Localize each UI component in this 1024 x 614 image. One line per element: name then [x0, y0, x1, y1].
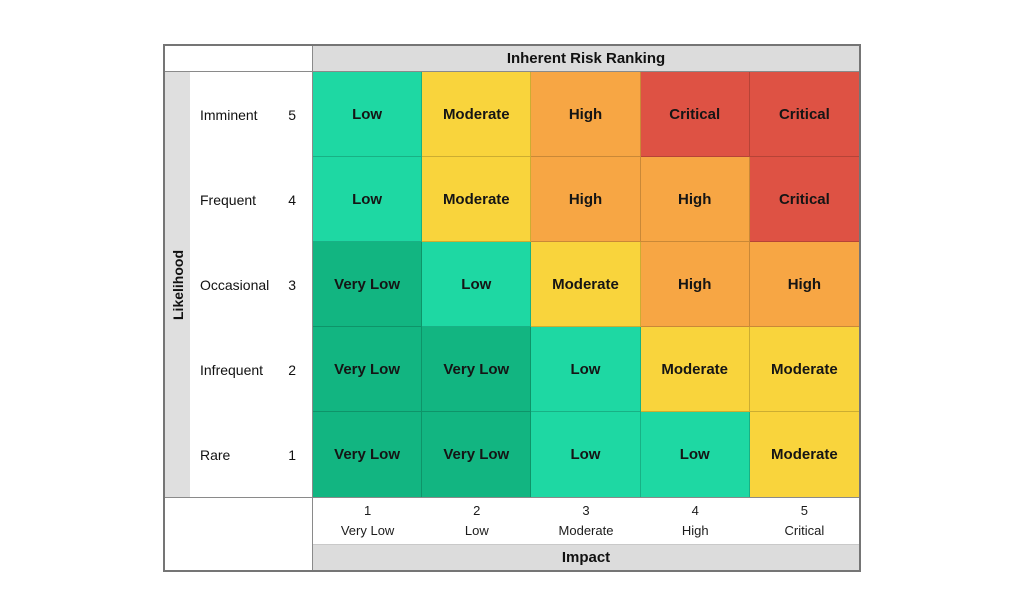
risk-cell: High	[749, 242, 859, 327]
risk-cell: Moderate	[422, 157, 532, 242]
risk-cell: Low	[640, 412, 750, 497]
impact-tick-number: 1	[363, 502, 372, 518]
impact-tick-moderate: 3 Moderate	[531, 498, 640, 544]
risk-cell: Low	[531, 327, 641, 412]
likelihood-tick-frequent: Frequent 4	[190, 157, 312, 242]
risk-cell: Moderate	[640, 327, 750, 412]
impact-title-row: Impact	[165, 544, 859, 570]
risk-cell: Very Low	[422, 327, 532, 412]
risk-cell: Low	[313, 157, 423, 242]
impact-tick-number: 4	[691, 502, 699, 518]
impact-corner-cell	[165, 544, 313, 570]
risk-cell: Moderate	[749, 412, 859, 497]
impact-tick-label: Critical	[784, 523, 825, 538]
header-row: Inherent Risk Ranking	[165, 46, 859, 72]
impact-tick-label: High	[681, 523, 709, 538]
matrix-body: Likelihood Imminent 5 Frequent 4 Occasio…	[165, 72, 859, 497]
likelihood-tick-label: Occasional	[200, 276, 270, 293]
impact-tick-number: 2	[473, 502, 481, 518]
risk-cell: Critical	[640, 72, 750, 157]
impact-axis-title: Impact	[313, 544, 859, 570]
likelihood-tick-value: 1	[288, 446, 296, 463]
risk-cell: Critical	[749, 157, 859, 242]
risk-cell: Low	[422, 242, 532, 327]
risk-cell: Very Low	[422, 412, 532, 497]
impact-tick-label: Low	[464, 523, 489, 538]
chart-title: Inherent Risk Ranking	[313, 46, 859, 71]
impact-axis-row: 1 Very Low 2 Low 3 Moderate 4 High 5 Cri…	[165, 497, 859, 544]
risk-cell: Critical	[749, 72, 859, 157]
impact-tick-critical: 5 Critical	[750, 498, 859, 544]
axis-corner-cell	[165, 498, 313, 544]
risk-cell: Moderate	[749, 327, 859, 412]
impact-tick-high: 4 High	[641, 498, 750, 544]
impact-tick-number: 5	[800, 502, 808, 518]
likelihood-tick-label: Frequent	[200, 191, 257, 208]
likelihood-tick-occasional: Occasional 3	[190, 242, 312, 327]
corner-cell	[165, 46, 313, 71]
risk-cell: High	[640, 157, 750, 242]
likelihood-tick-label: Imminent	[200, 106, 258, 123]
risk-cell: High	[531, 157, 641, 242]
likelihood-tick-value: 2	[288, 361, 296, 378]
likelihood-axis-bar: Likelihood	[165, 72, 190, 497]
likelihood-tick-imminent: Imminent 5	[190, 72, 312, 157]
risk-grid: Low Moderate High Critical Critical Low …	[313, 72, 859, 497]
likelihood-tick-infrequent: Infrequent 2	[190, 327, 312, 412]
risk-cell: Very Low	[313, 327, 423, 412]
risk-cell: Low	[531, 412, 641, 497]
impact-tick-label: Moderate	[558, 523, 614, 538]
impact-tick-number: 3	[582, 502, 590, 518]
impact-tick-labels: 1 Very Low 2 Low 3 Moderate 4 High 5 Cri…	[313, 498, 859, 544]
risk-cell: High	[531, 72, 641, 157]
impact-tick-low: 2 Low	[422, 498, 531, 544]
impact-tick-label: Very Low	[340, 523, 395, 538]
risk-cell: Moderate	[531, 242, 641, 327]
risk-cell: High	[640, 242, 750, 327]
likelihood-tick-label: Infrequent	[200, 361, 264, 378]
risk-cell: Low	[313, 72, 423, 157]
likelihood-tick-rare: Rare 1	[190, 412, 312, 497]
likelihood-tick-labels: Imminent 5 Frequent 4 Occasional 3 Infre…	[190, 72, 313, 497]
risk-cell: Very Low	[313, 242, 423, 327]
likelihood-tick-value: 5	[288, 106, 296, 123]
likelihood-tick-label: Rare	[200, 446, 231, 463]
likelihood-tick-value: 4	[288, 191, 296, 208]
likelihood-tick-value: 3	[288, 276, 296, 293]
risk-cell: Very Low	[313, 412, 423, 497]
impact-tick-very-low: 1 Very Low	[313, 498, 422, 544]
risk-cell: Moderate	[422, 72, 532, 157]
likelihood-axis-title: Likelihood	[169, 249, 186, 320]
risk-matrix-table: Inherent Risk Ranking Likelihood Imminen…	[163, 44, 861, 572]
